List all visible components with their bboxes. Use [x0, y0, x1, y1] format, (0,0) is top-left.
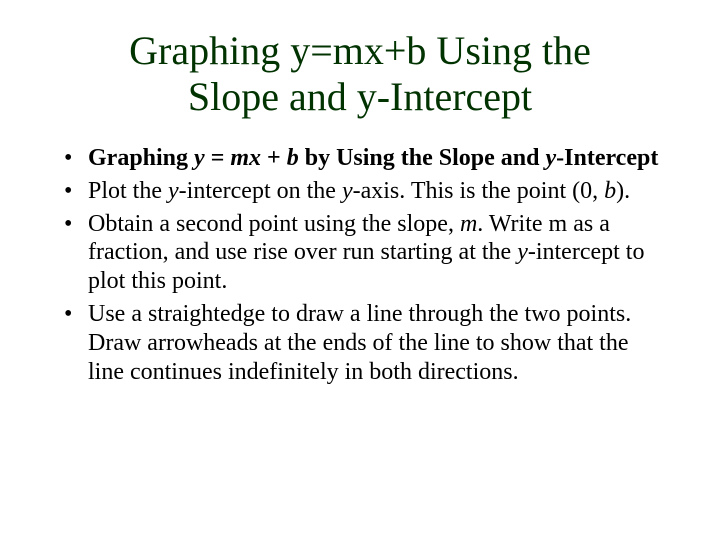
bullet-item: Plot the y-intercept on the y-axis. This… [60, 177, 660, 206]
text-segment: -axis. This is the point (0, [353, 178, 605, 204]
title-line-2: Slope and y-Intercept [188, 74, 532, 119]
text-segment: -intercept on the [179, 178, 342, 204]
text-segment: = [211, 145, 231, 171]
bullet-list: Graphing y = mx + b by Using the Slope a… [60, 144, 660, 386]
bullet-item: Graphing y = mx + b by Using the Slope a… [60, 144, 660, 173]
text-segment: b [604, 178, 616, 204]
text-segment: y [194, 145, 211, 171]
slide-container: Graphing y=mx+b Using the Slope and y-In… [0, 0, 720, 540]
title-line-1: Graphing y=mx+b Using the [129, 28, 591, 73]
bullet-item: Use a straightedge to draw a line throug… [60, 300, 660, 386]
text-segment: y [517, 239, 528, 265]
text-segment: b [287, 145, 305, 171]
text-segment: by Using the Slope and [305, 145, 546, 171]
text-segment: ). [616, 178, 630, 204]
text-segment: y [545, 145, 556, 171]
text-segment: y [168, 178, 179, 204]
bullet-item: Obtain a second point using the slope, m… [60, 210, 660, 296]
text-segment: y [342, 178, 353, 204]
text-segment: Use a straightedge to draw a line throug… [88, 301, 631, 385]
text-segment: mx [230, 145, 267, 171]
text-segment: + [267, 145, 287, 171]
text-segment: -Intercept [556, 145, 658, 171]
text-segment: Plot the [88, 178, 168, 204]
text-segment: Obtain a second point using the slope, [88, 211, 460, 237]
slide-title: Graphing y=mx+b Using the Slope and y-In… [60, 28, 660, 120]
text-segment: m [460, 211, 477, 237]
text-segment: Graphing [88, 145, 194, 171]
